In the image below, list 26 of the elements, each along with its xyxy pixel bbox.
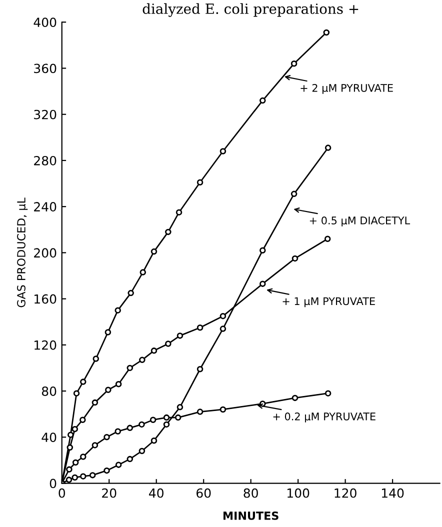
y-tick-label: 360 <box>34 64 56 74</box>
x-tick-label: 100 <box>288 488 310 498</box>
y-tick-label: 160 <box>34 294 56 304</box>
y-tick-label: 120 <box>34 340 56 350</box>
x-tick-label: 80 <box>244 488 258 498</box>
annotation: + 1 µM PYRUVATE <box>282 297 375 308</box>
y-tick-label: 320 <box>34 110 56 120</box>
y-tick-label: 400 <box>34 18 56 28</box>
y-axis-title: GAS PRODUCED, µL <box>17 198 28 308</box>
annotation: + 0.2 µM PYRUVATE <box>273 412 376 422</box>
x-tick-label: 60 <box>196 488 211 498</box>
y-tick-label: 240 <box>34 202 56 212</box>
x-tick-label: 120 <box>334 488 356 498</box>
y-tick-label: 200 <box>34 248 56 258</box>
x-tick-label: 40 <box>149 488 164 498</box>
chart-title: dialyzed E. coli preparations + <box>142 3 358 17</box>
annotation: + 2 µM PYRUVATE <box>300 84 393 94</box>
y-tick-label: 40 <box>42 432 56 442</box>
y-tick-label: 80 <box>42 386 56 396</box>
x-tick-label: 140 <box>382 488 404 498</box>
annotation: + 0.5 µM DIACETYL <box>310 216 410 226</box>
y-tick-label: 0 <box>50 478 56 488</box>
y-tick-label: 280 <box>34 156 56 166</box>
x-tick-label: 20 <box>102 488 116 498</box>
x-axis-title: MINUTES <box>224 512 278 520</box>
x-tick-label: 0 <box>58 488 66 498</box>
